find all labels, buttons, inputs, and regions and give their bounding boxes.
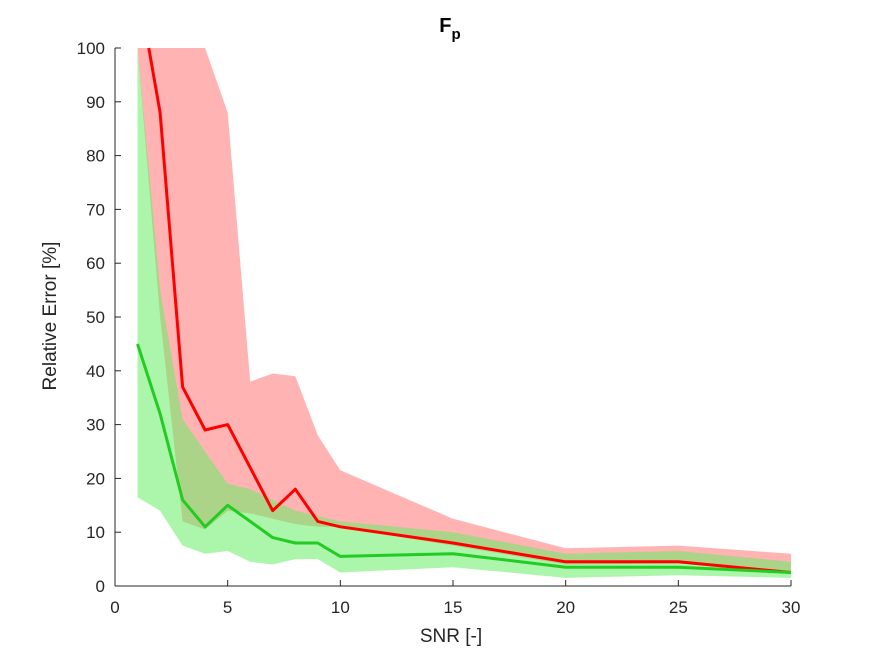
y-axis-label: Relative Error [%]: [40, 242, 61, 391]
y-tick-label: 20: [86, 469, 105, 488]
y-ticks: 0 10 20 30 40 50 60 70 80 90 100: [77, 39, 121, 596]
x-tick-label: 15: [444, 598, 463, 617]
chart-title-main: F: [439, 15, 451, 37]
x-tick-label: 25: [669, 598, 688, 617]
x-tick-label: 20: [556, 598, 575, 617]
x-tick-label: 30: [782, 598, 801, 617]
chart-title-subscript: p: [452, 26, 461, 43]
red-line: [147, 47, 792, 574]
y-tick-label: 10: [86, 523, 105, 542]
x-tick-label: 5: [223, 598, 232, 617]
green-line: [136, 343, 792, 574]
x-ticks: 0 5 10 15 20 25 30: [110, 580, 800, 617]
chart-title: Fp: [439, 15, 460, 43]
y-tick-label: 50: [86, 308, 105, 327]
y-tick-label: 60: [86, 254, 105, 273]
y-tick-label: 80: [86, 147, 105, 166]
y-tick-label: 90: [86, 93, 105, 112]
x-tick-label: 0: [110, 598, 119, 617]
red-band: [137, 48, 791, 573]
x-axis-label: SNR [-]: [420, 626, 482, 647]
y-tick-label: 70: [86, 200, 105, 219]
y-tick-label: 40: [86, 362, 105, 381]
y-tick-label: 0: [96, 577, 105, 596]
x-tick-label: 10: [331, 598, 350, 617]
y-tick-label: 100: [77, 39, 105, 58]
y-tick-label: 30: [86, 416, 105, 435]
confidence-bands: [137, 48, 791, 578]
series-lines: [136, 47, 792, 574]
